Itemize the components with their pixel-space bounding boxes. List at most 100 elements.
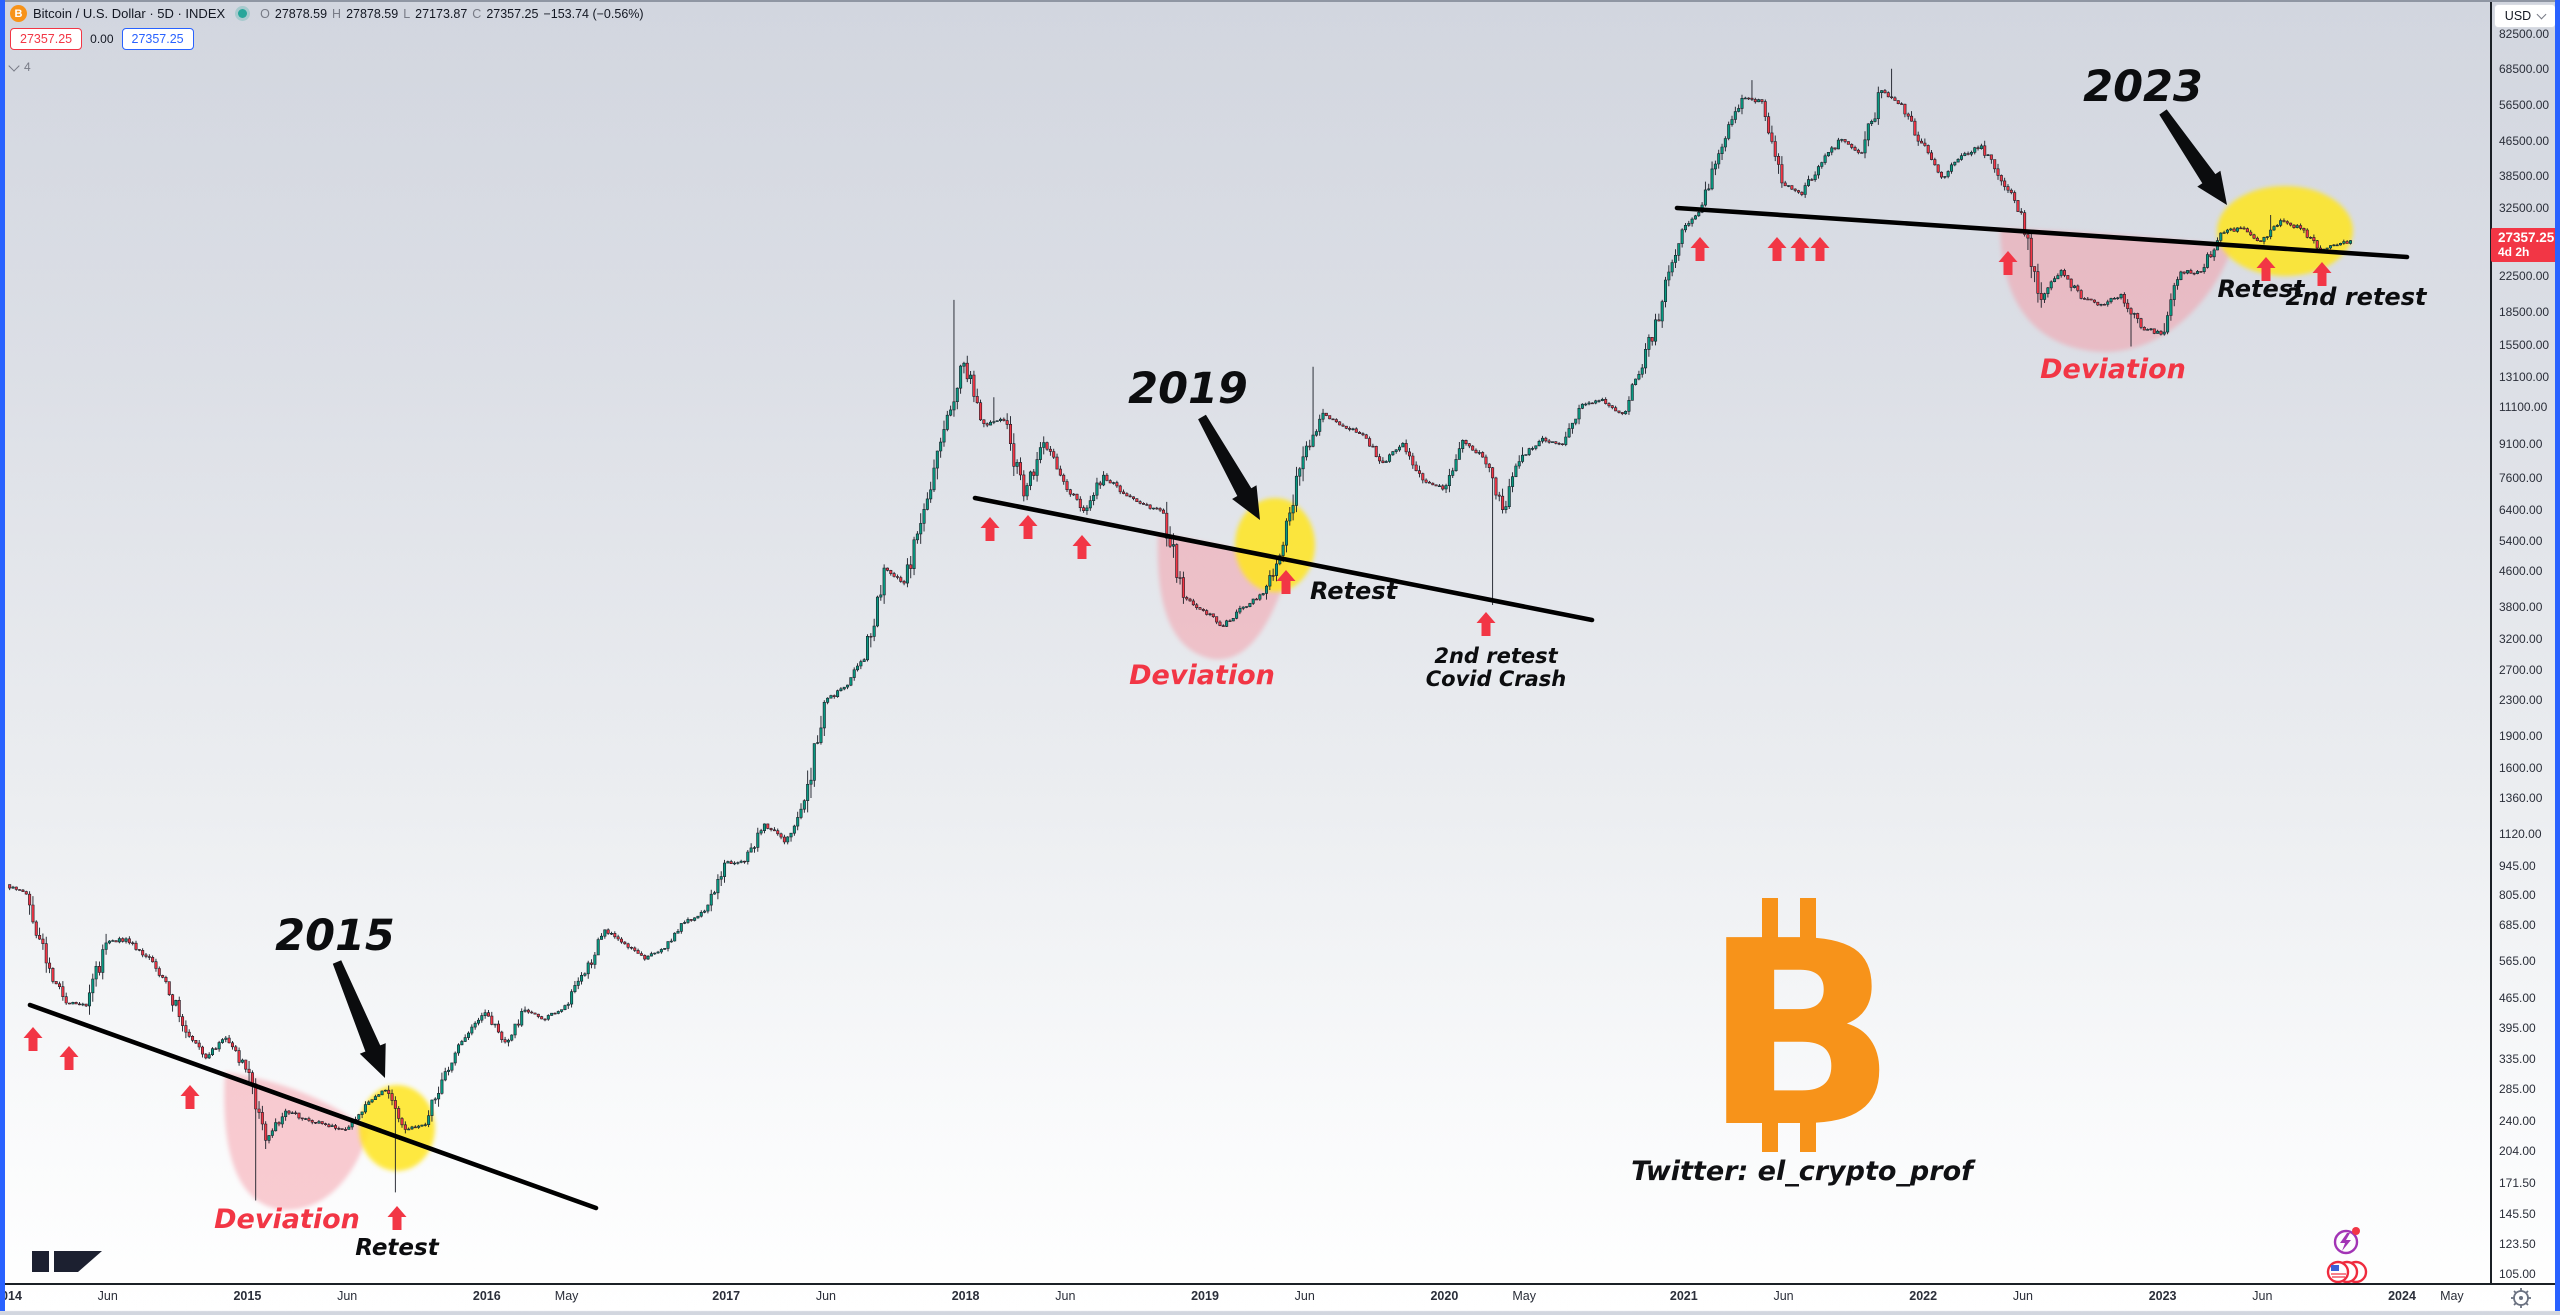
- down-candles: [8, 90, 2349, 1141]
- highlight-ellipse[interactable]: [2217, 186, 2353, 276]
- red-up-arrow-icon[interactable]: [2256, 257, 2276, 281]
- price-tick: 1360.00: [2499, 790, 2543, 805]
- time-tick: 2021: [1669, 1289, 1698, 1303]
- price-tick: 3200.00: [2499, 631, 2543, 646]
- price-tick: 3800.00: [2499, 599, 2543, 614]
- red-up-arrow-icon[interactable]: [2312, 262, 2332, 286]
- year-label[interactable]: 2023: [2083, 62, 2203, 112]
- red-up-arrow-icon[interactable]: [1476, 612, 1496, 636]
- time-tick: 2023: [2148, 1289, 2177, 1303]
- change-value: −153.74 (−0.56%): [543, 6, 644, 21]
- price-tick: 285.00: [2499, 1081, 2536, 1096]
- window-border-left: [0, 0, 5, 1311]
- time-tick: 2014: [0, 1289, 22, 1303]
- flags-icon[interactable]: [2326, 1260, 2368, 1284]
- price-tick: 15500.00: [2499, 338, 2550, 353]
- tradingview-logo[interactable]: [30, 1248, 108, 1281]
- bar-countdown: 4d 2h: [2498, 245, 2530, 259]
- boost-icon[interactable]: [2333, 1227, 2360, 1255]
- deviation-label[interactable]: Deviation: [2040, 354, 2186, 385]
- price-chart-pane[interactable]: B Twitter: el_crypto_prof 2015 2019 2023 De…: [0, 0, 2490, 1283]
- price-tick: 945.00: [2499, 858, 2536, 873]
- time-tick: 2022: [1909, 1289, 1938, 1303]
- time-tick: 2015: [233, 1289, 262, 1303]
- note-label[interactable]: Retest: [355, 1235, 439, 1261]
- chevron-down-icon: [8, 59, 20, 72]
- deviation-label[interactable]: Deviation: [214, 1204, 360, 1235]
- price-tick: 6400.00: [2499, 502, 2543, 517]
- close-label: C: [472, 6, 482, 21]
- last-price-label: 27357.25 4d 2h: [2491, 228, 2560, 262]
- object-tree-collapse[interactable]: 4: [8, 59, 644, 74]
- highlight-ellipse[interactable]: [1235, 498, 1315, 592]
- buy-price-button[interactable]: 27357.25: [121, 28, 194, 50]
- btc-prong-bottom-left: [1762, 1118, 1778, 1152]
- red-up-arrow-icon[interactable]: [59, 1046, 79, 1070]
- note-label[interactable]: 2nd retest: [1434, 644, 1558, 668]
- currency-button[interactable]: USD: [2494, 4, 2556, 28]
- red-up-arrow-icon[interactable]: [1767, 237, 1787, 261]
- price-tick: 82500.00: [2499, 27, 2550, 42]
- red-up-arrow-icon[interactable]: [980, 517, 1000, 541]
- hidden-count: 4: [24, 60, 31, 74]
- time-tick: Jun: [1055, 1289, 1076, 1303]
- high-value: 27878.59: [346, 6, 399, 21]
- note-label[interactable]: Retest: [1310, 577, 1399, 605]
- note-label[interactable]: Covid Crash: [1426, 667, 1566, 691]
- price-tick: 105.00: [2499, 1267, 2536, 1282]
- red-up-arrow-icon[interactable]: [387, 1206, 407, 1230]
- axis-separator-vertical: [2490, 0, 2492, 1284]
- deviation-zone[interactable]: [2000, 229, 2233, 352]
- year-label[interactable]: 2019: [1128, 364, 1248, 414]
- sell-price-button[interactable]: 27357.25: [10, 28, 83, 50]
- trendline[interactable]: [972, 495, 1595, 623]
- highlight-ellipse[interactable]: [359, 1085, 435, 1171]
- red-up-arrow-icon[interactable]: [180, 1085, 200, 1109]
- candlestick-series[interactable]: [8, 68, 2352, 1201]
- price-tick: 4600.00: [2499, 564, 2543, 579]
- annotation-arrow-icon[interactable]: [2159, 109, 2227, 205]
- time-tick: May: [2440, 1289, 2464, 1303]
- annotation-arrow-icon[interactable]: [1198, 414, 1260, 520]
- red-up-arrow-icon[interactable]: [1018, 515, 1038, 539]
- annotation-arrow-icon[interactable]: [332, 960, 386, 1078]
- window-border-right: [2555, 0, 2560, 1311]
- open-value: 27878.59: [274, 6, 328, 21]
- low-label: L: [403, 6, 411, 21]
- price-tick: 46500.00: [2499, 133, 2550, 148]
- market-status-icon[interactable]: [238, 9, 248, 18]
- red-up-arrow-icon[interactable]: [1790, 237, 1810, 261]
- red-up-arrow-icon[interactable]: [1998, 251, 2018, 275]
- window-border-top: [0, 0, 2560, 2]
- price-axis[interactable]: 82500.00 68500.00 56500.00 46500.00 38500.00…: [2492, 0, 2560, 1283]
- time-tick: Jun: [815, 1289, 837, 1303]
- symbol-title[interactable]: Bitcoin / U.S. Dollar · 5D · INDEX: [33, 6, 226, 21]
- btc-prong-top-left: [1762, 898, 1778, 940]
- time-tick: Jun: [97, 1289, 118, 1303]
- high-label: H: [332, 6, 342, 21]
- red-up-arrow-icon[interactable]: [23, 1027, 43, 1051]
- time-tick: May: [554, 1289, 579, 1303]
- deviation-label[interactable]: Deviation: [1129, 660, 1275, 691]
- price-tick: 123.50: [2499, 1237, 2536, 1252]
- deviation-zone[interactable]: [224, 1072, 369, 1210]
- time-tick: 2016: [472, 1289, 501, 1303]
- time-tick: Jun: [2252, 1289, 2273, 1303]
- price-tick: 1120.00: [2499, 827, 2542, 842]
- trendline[interactable]: [27, 1002, 599, 1211]
- chart-corner-widgets: [2320, 1220, 2390, 1295]
- note-label[interactable]: 2nd retest: [2286, 283, 2428, 311]
- price-tick: 1600.00: [2499, 760, 2543, 775]
- settings-gear-icon[interactable]: [2506, 1286, 2536, 1315]
- red-up-arrow-icon[interactable]: [1072, 535, 1092, 559]
- year-label[interactable]: 2015: [275, 911, 395, 961]
- red-up-arrow-icon[interactable]: [1276, 570, 1296, 594]
- time-axis[interactable]: 2014 Jun 2015 Jun 2016 May 2017 Jun 2018 Jun 2019 J…: [0, 1285, 2490, 1311]
- time-tick: Jun: [1294, 1289, 1315, 1303]
- trendline[interactable]: [1674, 205, 2410, 260]
- red-up-arrow-icon[interactable]: [1810, 237, 1830, 261]
- low-value: 27173.87: [415, 6, 468, 21]
- price-tick: 18500.00: [2499, 305, 2550, 320]
- note-label[interactable]: Retest: [2217, 275, 2306, 303]
- red-up-arrow-icon[interactable]: [1690, 237, 1710, 261]
